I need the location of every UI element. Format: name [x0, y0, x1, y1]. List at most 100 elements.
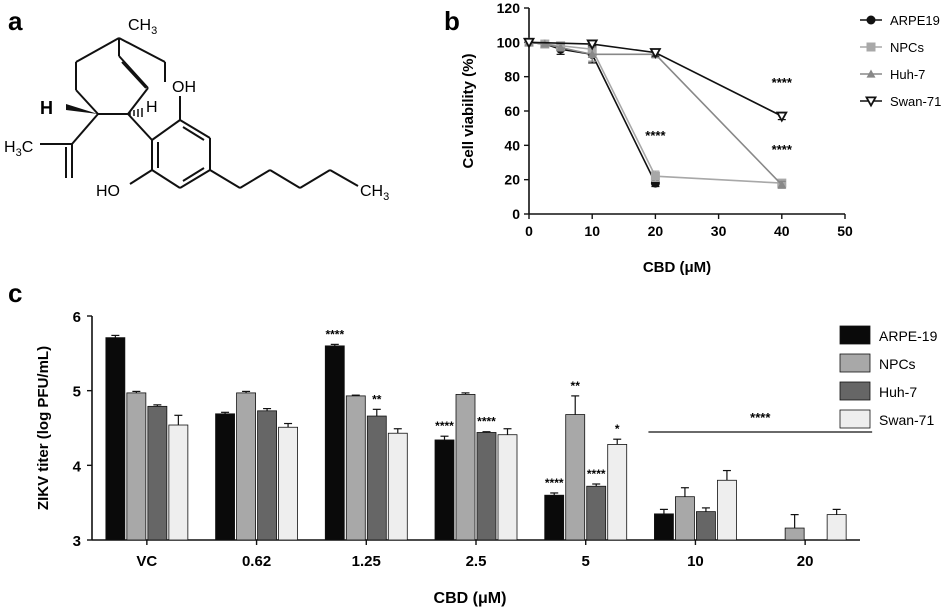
- legend-label: ARPE19: [890, 13, 940, 28]
- bar-huh-7: [366, 415, 387, 541]
- legend-label: NPCs: [879, 356, 916, 372]
- aromatic-double-bond: [182, 167, 205, 182]
- bar-arpe-19: [434, 439, 455, 541]
- legend-label: Huh-7: [890, 67, 925, 82]
- hydroxyl-bond: [129, 169, 153, 185]
- bar-npcs: [455, 393, 476, 541]
- ring-double-bond: [121, 61, 147, 89]
- panel-label-c: c: [8, 278, 22, 308]
- bar-swan-71: [497, 434, 518, 541]
- significance-label: *: [615, 422, 620, 436]
- bar-huh-7: [147, 405, 168, 541]
- x-tick-label: 0.62: [242, 553, 271, 570]
- pentyl-bond: [269, 169, 301, 189]
- bar-swan-71: [717, 479, 737, 541]
- pentyl-bond: [299, 169, 331, 189]
- significance-label: **: [571, 379, 581, 393]
- y-tick-label: 6: [73, 309, 81, 326]
- significance-label: ****: [750, 410, 771, 425]
- y-tick-label: 20: [504, 172, 520, 188]
- bar-swan-71: [387, 432, 408, 541]
- bar-arpe-19: [654, 513, 674, 541]
- x-axis-title: CBD (μM): [434, 590, 507, 607]
- series-line-swan-71: [528, 41, 783, 117]
- bar-arpe-19: [105, 337, 126, 541]
- data-point: [522, 37, 536, 49]
- x-tick-label: 1.25: [352, 553, 381, 570]
- label-h3c: H3C: [4, 139, 33, 159]
- bar-huh-7: [696, 511, 716, 541]
- series-line-huh-7: [528, 41, 783, 186]
- ring-bond: [127, 87, 149, 115]
- x-tick-label: VC: [136, 553, 157, 570]
- data-point: [540, 39, 550, 48]
- legend-label: Swan-71: [890, 94, 941, 109]
- legend-swatch: [839, 381, 871, 401]
- wedge-bond: [66, 104, 98, 114]
- bar-swan-71: [607, 444, 628, 541]
- label-ho-bottom: HO: [96, 183, 120, 200]
- data-point: [586, 39, 599, 51]
- aromatic-bond: [151, 169, 181, 189]
- label-oh-top: OH: [172, 79, 196, 96]
- pentyl-bond: [329, 169, 359, 187]
- ring-bond: [75, 37, 120, 63]
- label-ch3-top: CH3: [128, 17, 157, 37]
- y-tick-label: 4: [73, 458, 82, 475]
- data-point: [556, 42, 566, 52]
- data-point: [866, 69, 876, 78]
- x-tick-label: 40: [774, 223, 790, 239]
- bar-arpe-19: [215, 413, 235, 541]
- x-tick-label: 20: [797, 553, 814, 570]
- bar-swan-71: [168, 424, 189, 541]
- pentyl-bond: [239, 169, 271, 189]
- legend-swatch: [839, 353, 871, 373]
- y-tick-label: 120: [497, 0, 521, 16]
- bar-npcs: [784, 527, 805, 541]
- legend-swatch: [839, 409, 871, 429]
- legend-label: Huh-7: [879, 384, 917, 400]
- bar-npcs: [236, 392, 256, 541]
- legend-label: ARPE-19: [879, 328, 938, 344]
- y-axis-title: ZIKV titer (log PFU/mL): [35, 346, 52, 510]
- legend-label: Swan-71: [879, 412, 934, 428]
- x-tick-label: 50: [837, 223, 853, 239]
- significance-label: ****: [325, 327, 344, 341]
- data-point: [866, 42, 876, 52]
- bar-huh-7: [476, 432, 497, 541]
- significance-label: ****: [477, 415, 496, 429]
- y-tick-label: 0: [512, 206, 520, 222]
- bar-arpe-19: [544, 494, 565, 541]
- data-point: [777, 180, 787, 189]
- significance-label: ****: [587, 467, 606, 481]
- bar-npcs: [126, 392, 147, 541]
- bar-huh-7: [257, 410, 277, 541]
- y-tick-label: 60: [504, 103, 520, 119]
- significance-label: ****: [545, 476, 564, 490]
- aryl-bond: [127, 113, 153, 141]
- isopropenyl-bond: [71, 113, 99, 145]
- bar-npcs: [675, 496, 695, 541]
- x-tick-label: 0: [525, 223, 533, 239]
- y-tick-label: 5: [73, 384, 81, 401]
- label-h-left: H: [40, 98, 53, 118]
- data-point: [866, 15, 876, 25]
- significance-label: ****: [645, 128, 666, 143]
- x-axis-title: CBD (μM): [643, 259, 711, 276]
- cbd-structure: [40, 37, 359, 189]
- panel-label-b: b: [444, 6, 460, 36]
- bar-npcs: [345, 395, 366, 541]
- data-point: [649, 48, 662, 59]
- ring-bond: [118, 55, 149, 89]
- data-point: [650, 171, 660, 181]
- significance-label: **: [372, 392, 382, 406]
- x-tick-label: 10: [687, 553, 704, 570]
- significance-label: ****: [772, 142, 793, 157]
- legend-swatch: [839, 325, 871, 345]
- data-point: [864, 96, 878, 108]
- series-line-npcs: [528, 41, 782, 184]
- ring-bond: [75, 89, 99, 115]
- bar-swan-71: [826, 514, 847, 541]
